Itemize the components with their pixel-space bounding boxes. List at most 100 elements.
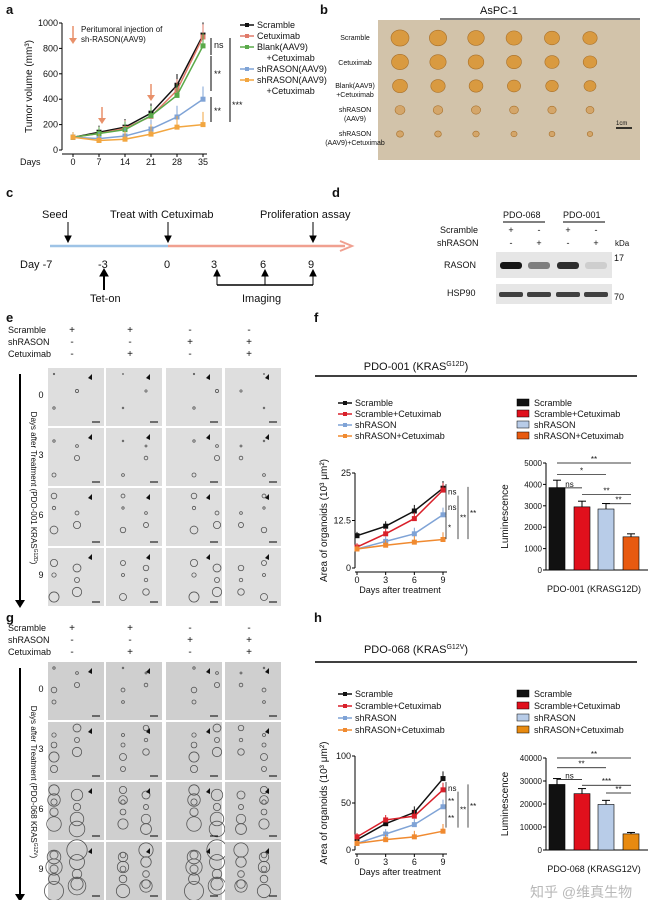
organoid xyxy=(262,733,266,737)
legend-marker xyxy=(343,704,347,708)
arrowhead-marker xyxy=(265,728,269,734)
tumor xyxy=(548,131,556,137)
tumor xyxy=(390,29,410,47)
day-label: 3 xyxy=(38,450,43,460)
tumor-photo-items xyxy=(390,29,598,138)
organoid xyxy=(239,511,243,515)
organoid xyxy=(262,439,266,443)
panel-h-title: PDO-068 (KRASG12V) xyxy=(364,644,468,656)
x-tick-label: 6 xyxy=(412,857,417,867)
arrowhead-marker xyxy=(88,788,92,794)
day-label: 3 xyxy=(38,744,43,754)
organoid-image xyxy=(166,368,222,426)
svg-text:(AAV9)+Cetuximab: (AAV9)+Cetuximab xyxy=(325,140,385,147)
svg-text:-3: -3 xyxy=(98,259,108,271)
scramble-sign: + xyxy=(565,225,570,235)
tumor xyxy=(434,130,442,138)
series-line xyxy=(356,778,444,841)
bar xyxy=(597,804,615,851)
legend-swatch xyxy=(516,420,530,429)
organoid xyxy=(121,506,125,510)
organoid xyxy=(51,472,57,478)
svg-text:HSP90: HSP90 xyxy=(447,288,476,298)
data-point xyxy=(383,531,389,537)
data-point xyxy=(383,837,389,843)
svg-text:PDO-001: PDO-001 xyxy=(563,210,601,220)
organoid xyxy=(50,741,58,749)
organoid xyxy=(143,804,149,810)
annotation: sh-RASON(AAV9) xyxy=(81,35,146,44)
legend-swatch xyxy=(516,409,530,418)
bar xyxy=(622,536,640,571)
organoid xyxy=(214,737,220,743)
svg-text:shRASON: shRASON xyxy=(339,131,371,138)
x-tick-label: 3 xyxy=(383,857,388,867)
organoid xyxy=(51,732,57,738)
data-point xyxy=(122,136,128,142)
condition-sign: + xyxy=(69,325,75,336)
x-tick-label: 7 xyxy=(96,157,101,167)
svg-text:***: *** xyxy=(232,100,243,110)
arrowhead-marker xyxy=(206,668,210,674)
tumor xyxy=(467,54,485,70)
y-tick-label: 30000 xyxy=(520,777,543,786)
scramble-sign: - xyxy=(595,225,598,235)
arrowhead-marker xyxy=(206,434,210,440)
series-line xyxy=(72,34,204,139)
condition-sign: - xyxy=(70,349,73,360)
arrowhead-marker xyxy=(146,374,150,380)
organoid xyxy=(120,493,126,499)
x-tick-label: 9 xyxy=(440,575,445,585)
organoid xyxy=(188,784,200,796)
y-tick-label: 0 xyxy=(53,145,58,155)
organoid xyxy=(52,439,56,443)
hsp90-band xyxy=(499,292,523,297)
injection-arrow-legend xyxy=(69,26,77,44)
organoid xyxy=(238,522,244,528)
organoid xyxy=(121,573,125,577)
organoid xyxy=(118,795,128,805)
legend-label: shRASON xyxy=(534,420,576,430)
organoid xyxy=(260,851,268,859)
organoid xyxy=(191,732,197,738)
svg-text:kDa: kDa xyxy=(615,239,630,248)
timeline-arrows xyxy=(64,222,317,290)
data-point xyxy=(383,831,389,837)
svg-text:shRASON: shRASON xyxy=(339,107,371,114)
legend-label: Scramble xyxy=(534,398,572,408)
organoid xyxy=(48,591,60,603)
organoid xyxy=(120,766,126,772)
data-point xyxy=(411,531,417,537)
organoid xyxy=(74,737,80,743)
y-axis-label: Area of organoids (10³ μm²) xyxy=(319,741,330,864)
organoid xyxy=(191,699,197,705)
condition-sign: + xyxy=(246,635,252,646)
svg-text:Scramble: Scramble xyxy=(440,225,478,235)
organoid xyxy=(74,577,80,583)
organoid-image xyxy=(225,428,281,486)
significance-label: ** xyxy=(591,750,597,759)
organoid xyxy=(237,564,245,572)
svg-text:Treat with Cetuximab: Treat with Cetuximab xyxy=(110,209,214,221)
series-line xyxy=(356,806,444,845)
legend-label: Scramble+Cetuximab xyxy=(355,409,441,419)
legend-label: Scramble+Cetuximab xyxy=(534,701,620,711)
significance-label: ** xyxy=(615,785,621,794)
organoid xyxy=(52,406,56,410)
y-tick-label: 10000 xyxy=(520,823,543,832)
legend-label: shRASON+Cetuximab xyxy=(534,725,624,735)
organoid xyxy=(119,865,127,873)
condition-sign: - xyxy=(128,337,131,348)
svg-text:RASON: RASON xyxy=(444,260,476,270)
organoid xyxy=(214,510,220,516)
organoid xyxy=(72,723,82,733)
organoid xyxy=(260,865,268,873)
y-axis-label: Luminescence xyxy=(500,484,511,549)
organoid xyxy=(141,790,151,800)
data-point xyxy=(440,487,446,493)
organoid xyxy=(263,373,265,375)
organoid xyxy=(192,666,196,670)
y-axis-label: Days after Treatment (PDO-001 KRASG12D) xyxy=(29,412,38,565)
organoid xyxy=(121,666,125,670)
